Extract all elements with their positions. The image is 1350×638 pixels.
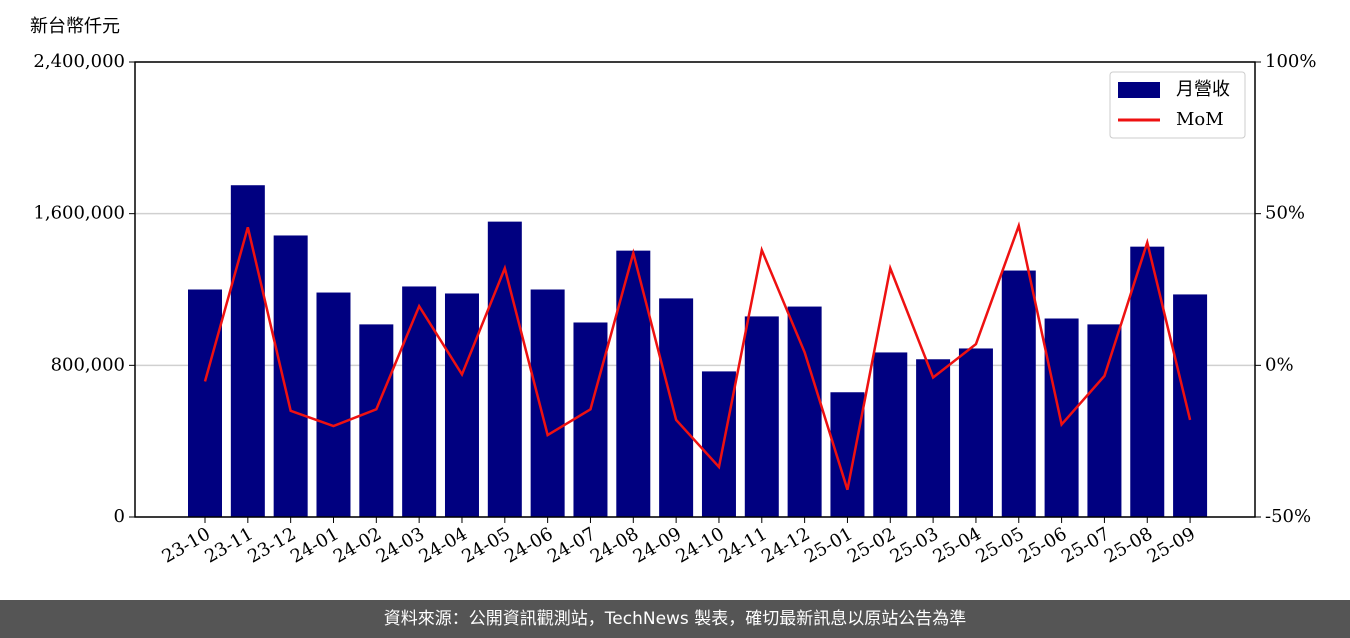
- x-tick-label: 24-02: [330, 523, 385, 567]
- x-tick-label: 25-08: [1101, 523, 1156, 567]
- bar: [316, 292, 351, 517]
- y-tick-label: 0: [114, 506, 125, 527]
- x-tick-label: 23-10: [159, 523, 214, 567]
- x-tick-label: 25-07: [1058, 523, 1113, 567]
- bar: [916, 359, 951, 517]
- x-tick-label: 25-06: [1015, 523, 1070, 567]
- source-footer: 資料來源：公開資訊觀測站，TechNews 製表，確切最新訊息以原站公告為準: [0, 600, 1350, 638]
- bar: [1087, 324, 1122, 517]
- x-tick-label: 25-09: [1144, 523, 1199, 567]
- bar: [787, 306, 822, 517]
- x-tick-label: 25-04: [930, 523, 985, 567]
- bar: [659, 298, 694, 517]
- y-tick-label: 800,000: [51, 354, 125, 375]
- chart: 新台幣仟元 0 800,000 1,600,000 2,400,000 -50% 0% 50…: [30, 16, 1316, 568]
- bar: [616, 250, 651, 517]
- x-tick-label: 24-03: [373, 523, 428, 567]
- x-tick-label: 24-11: [715, 523, 770, 567]
- x-tick-label: 25-02: [844, 523, 899, 567]
- bar: [530, 289, 565, 517]
- bar: [1001, 270, 1036, 517]
- x-tick-label: 24-07: [544, 523, 599, 567]
- x-tick-label: 24-04: [416, 523, 471, 567]
- y-axis-label: 新台幣仟元: [30, 16, 120, 37]
- bar: [230, 185, 265, 517]
- x-tick-label: 24-06: [501, 523, 556, 567]
- bar: [873, 352, 908, 517]
- x-tick-label: 24-05: [458, 523, 513, 567]
- bar: [188, 289, 222, 517]
- x-tick-label: 23-12: [244, 523, 299, 567]
- x-tick-label: 24-10: [673, 523, 728, 567]
- plot-frame: [134, 61, 1256, 518]
- x-tick-label: 24-12: [758, 523, 813, 567]
- x-tick-label: 24-08: [587, 523, 642, 567]
- y2-tick-label: -50%: [1265, 506, 1311, 527]
- legend-label: MoM: [1176, 109, 1224, 130]
- mom-line: [203, 221, 1192, 491]
- x-tick-label: 23-11: [201, 523, 256, 567]
- legend-swatch: [1118, 82, 1160, 98]
- bar: [573, 322, 608, 517]
- bar: [958, 348, 993, 517]
- bar: [359, 324, 394, 517]
- bar: [273, 235, 308, 517]
- legend-label: 月營收: [1176, 79, 1230, 100]
- y-tick-label: 2,400,000: [33, 51, 125, 72]
- x-tick-label: 24-09: [630, 523, 685, 567]
- y2-tick-label: 50%: [1265, 203, 1305, 224]
- bar: [402, 286, 437, 517]
- bar: [744, 316, 779, 517]
- y-tick-label: 1,600,000: [33, 203, 125, 224]
- x-tick-label: 25-01: [801, 523, 856, 567]
- x-tick-label: 24-01: [287, 523, 342, 567]
- x-tick-label: 25-03: [887, 523, 942, 567]
- y2-tick-label: 0%: [1265, 354, 1294, 375]
- bar: [1173, 294, 1208, 517]
- bar: [1044, 318, 1079, 517]
- x-tick-label: 25-05: [972, 523, 1027, 567]
- bar: [701, 371, 736, 517]
- bar: [444, 293, 479, 517]
- y2-tick-label: 100%: [1265, 51, 1316, 72]
